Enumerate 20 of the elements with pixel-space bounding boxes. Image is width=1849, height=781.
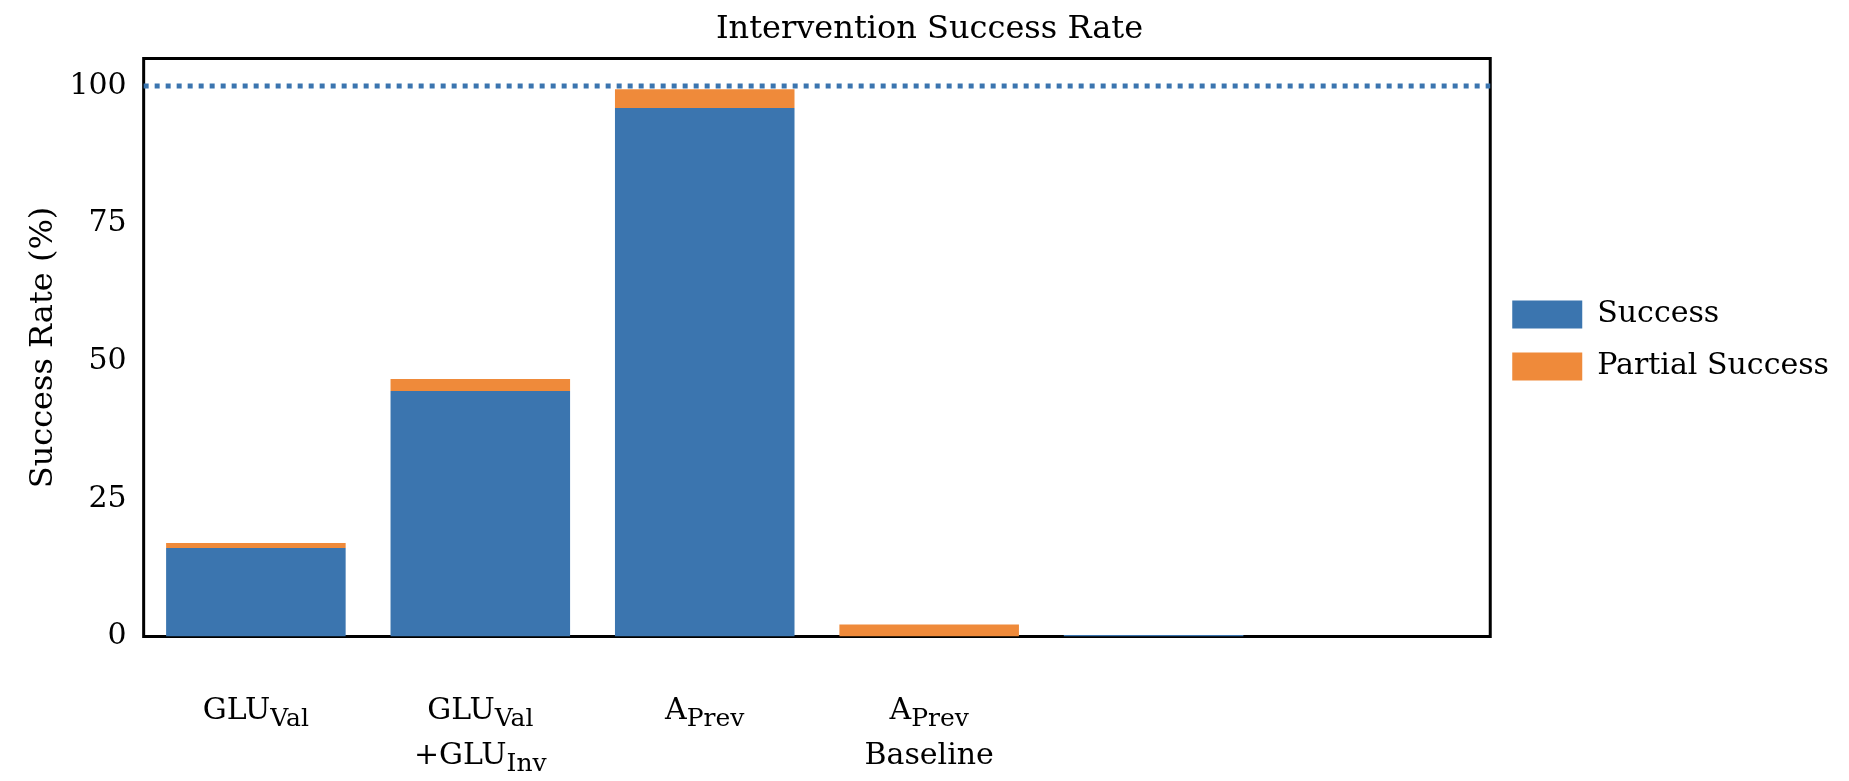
- bar: [166, 542, 346, 548]
- bar: [839, 624, 1019, 637]
- bar: [166, 547, 346, 637]
- y-tick-label: 50: [88, 341, 127, 377]
- y-tick-label: 100: [69, 65, 127, 101]
- bar: [614, 107, 795, 637]
- chart-title: Intervention Success Rate: [715, 7, 1144, 46]
- bar: [390, 391, 571, 637]
- legend-label: Partial Success: [1597, 346, 1830, 382]
- legend-label: Success: [1597, 294, 1720, 330]
- x-tick-label: A$_{Prev}$ Baseline: [863, 691, 995, 772]
- bar: [390, 378, 571, 391]
- x-tick-label: GLU$_{Val}$: [201, 691, 310, 734]
- y-tick-label: 25: [88, 478, 127, 514]
- x-tick-label: GLU$_{Val}$ +GLU$_{Inv}$: [412, 691, 548, 779]
- y-tick-label: 0: [107, 616, 127, 652]
- y-axis-title: Success Rate (%): [21, 206, 60, 489]
- bar: [614, 89, 795, 108]
- x-tick-label: A$_{Prev}$: [663, 691, 746, 734]
- y-tick-label: 75: [88, 203, 127, 239]
